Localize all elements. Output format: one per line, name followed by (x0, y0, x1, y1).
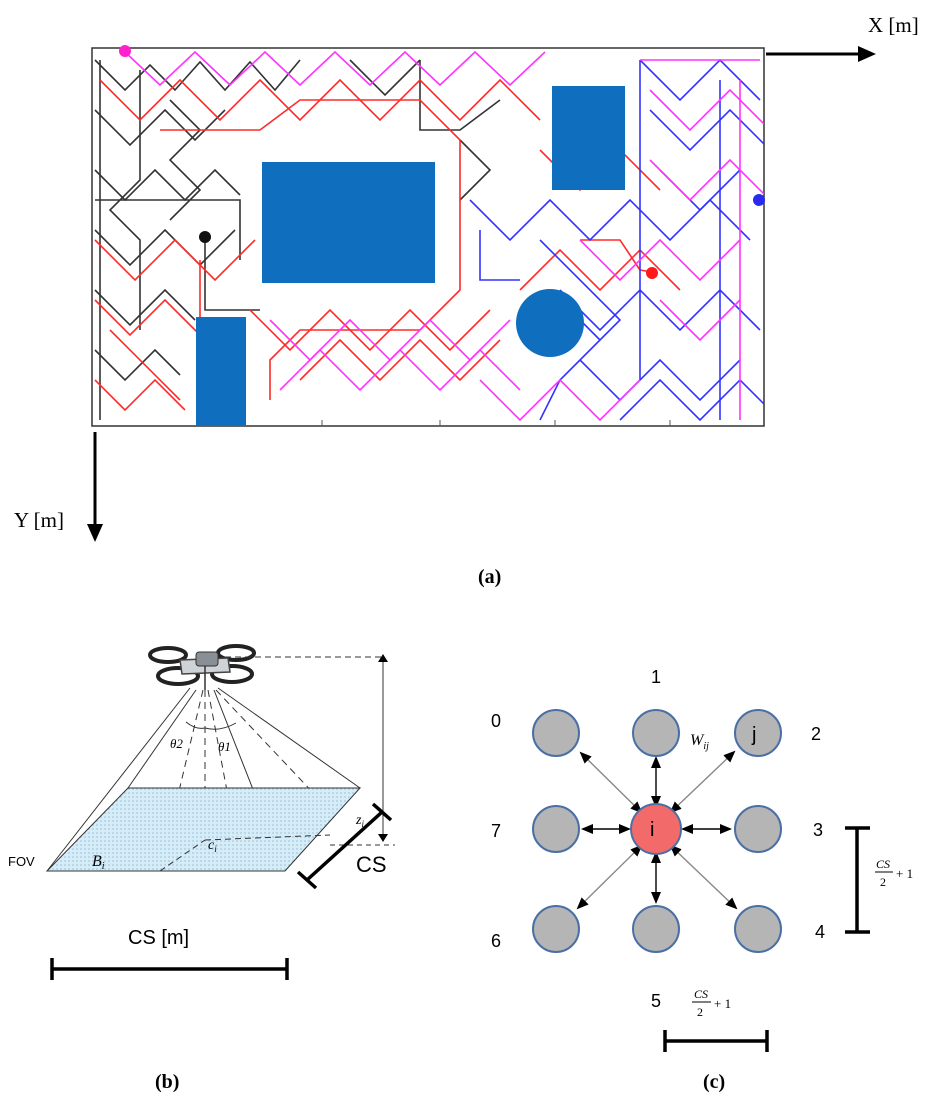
drone-icon (148, 644, 256, 690)
neighbor-arrows (576, 750, 738, 910)
z-label: zi (355, 813, 364, 829)
agent-black-dot (199, 231, 211, 243)
cs-side-bar (305, 810, 384, 882)
theta2-label: θ2 (170, 736, 183, 751)
node-3 (734, 805, 782, 853)
horiz-fraction-plus: + 1 (714, 996, 731, 1011)
panel-a: X [m] Y [m] (a) (14, 13, 919, 588)
footprint-area (45, 787, 362, 872)
c-label: ci (208, 838, 217, 854)
node-2 (734, 709, 782, 757)
index-5: 5 (651, 991, 661, 1011)
theta1-label: θ1 (218, 739, 231, 754)
node-6 (532, 905, 580, 953)
node-5 (632, 905, 680, 953)
caption-c: (c) (703, 1071, 725, 1093)
fov-label: FOV (8, 854, 35, 869)
grid-nodes (532, 709, 782, 953)
horiz-fraction-den: 2 (697, 1005, 703, 1019)
obstacle-large-rect (262, 162, 435, 283)
panel-b: θ2 θ1 zi ci Bi FOV CS CS [m] (b) (8, 644, 395, 1093)
theta1-arc (204, 722, 237, 730)
vert-fraction-num: CS (876, 857, 890, 871)
horiz-fraction-num: CS (694, 987, 708, 1001)
obstacle-circle (516, 289, 584, 357)
weight-label: Wij (690, 732, 709, 752)
theta2-arc (185, 721, 206, 729)
index-4: 4 (815, 922, 825, 942)
footprint-center-line (204, 834, 331, 841)
index-0: 0 (491, 711, 501, 731)
footprint-diagonal (159, 839, 206, 872)
agent-red-dot (646, 267, 658, 279)
index-7: 7 (491, 821, 501, 841)
obstacle-top-right-rect (552, 86, 625, 190)
index-1: 1 (651, 667, 661, 687)
caption-a: (a) (478, 566, 501, 588)
path-red (94, 78, 681, 412)
node-1 (632, 709, 680, 757)
horizontal-scale-bar: CS 2 + 1 (663, 987, 769, 1052)
cs-bottom-label: CS [m] (128, 927, 189, 949)
vert-fraction-den: 2 (880, 875, 886, 889)
x-axis-label: X [m] (868, 13, 919, 37)
node-center-i (630, 803, 682, 855)
obstacles (196, 86, 625, 426)
neighbor-node-label: j (751, 724, 756, 746)
caption-b: (b) (155, 1071, 179, 1093)
obstacle-bottom-left-rect (196, 317, 246, 426)
index-3: 3 (813, 820, 823, 840)
cs-side-label: CS (356, 852, 387, 877)
panel-c: i j Wij 0 1 2 3 4 5 6 7 CS 2 + 1 CS (491, 667, 913, 1093)
index-2: 2 (811, 724, 821, 744)
node-0 (532, 709, 580, 757)
vertical-scale-bar: CS 2 + 1 (845, 826, 913, 934)
index-6: 6 (491, 931, 501, 951)
node-7 (532, 805, 580, 853)
node-4 (734, 905, 782, 953)
vert-fraction-plus: + 1 (896, 866, 913, 881)
b-label: Bi (92, 853, 105, 872)
center-node-label: i (650, 819, 654, 841)
agent-magenta-dot (119, 45, 131, 57)
y-axis-label: Y [m] (14, 508, 64, 532)
agent-blue-dot (753, 194, 765, 206)
path-magenta (124, 50, 764, 422)
neighbor-indices: 0 1 2 3 4 5 6 7 (491, 667, 825, 1011)
